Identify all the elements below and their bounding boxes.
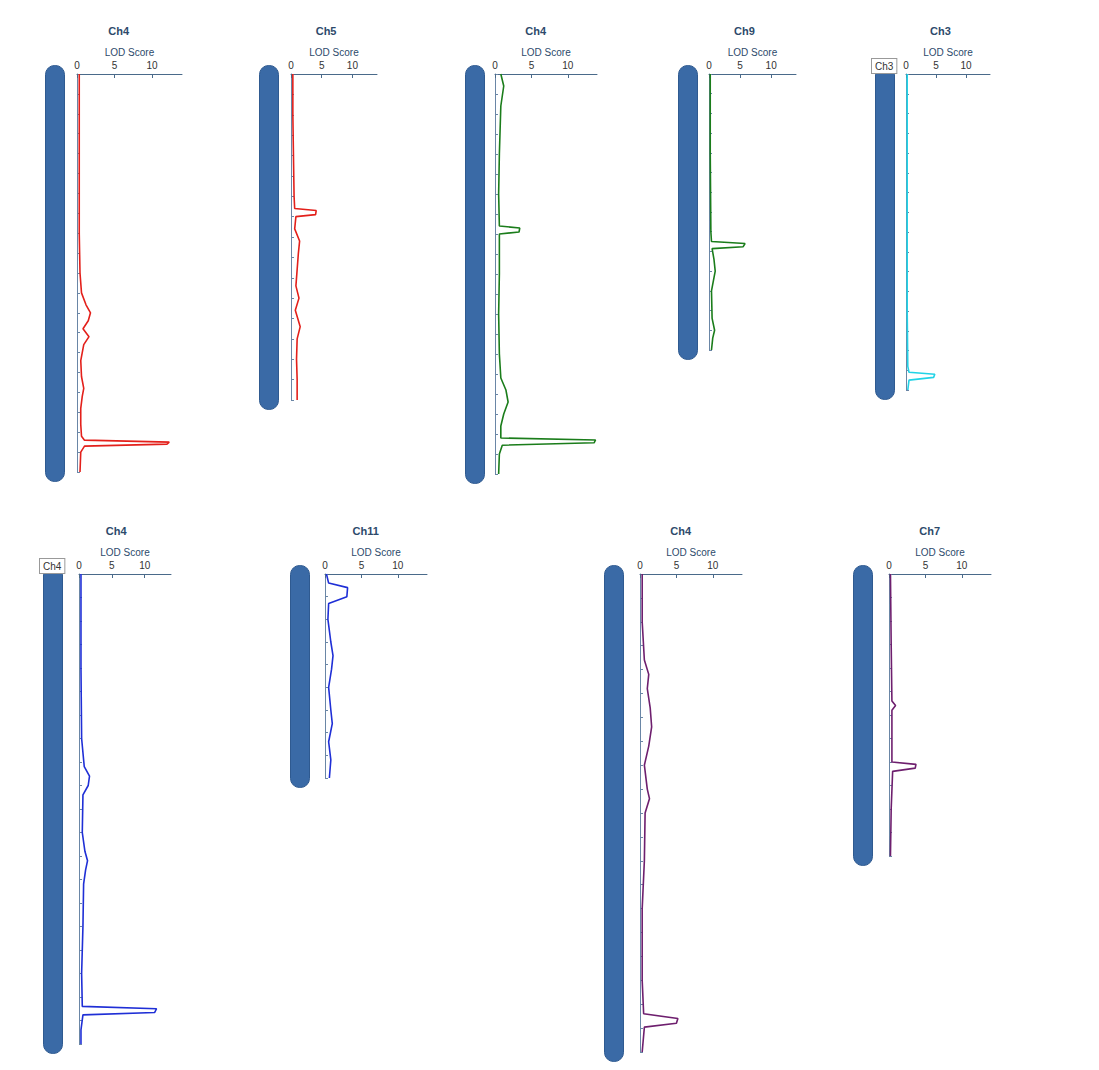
svg-text:Ch4: Ch4 [108, 25, 130, 37]
svg-text:Ch3: Ch3 [930, 25, 951, 37]
svg-text:5: 5 [109, 560, 115, 571]
svg-text:LOD Score: LOD Score [105, 47, 155, 58]
svg-text:0: 0 [637, 560, 643, 571]
svg-text:5: 5 [923, 560, 929, 571]
svg-text:LOD Score: LOD Score [351, 547, 401, 558]
svg-text:LOD Score: LOD Score [923, 47, 973, 58]
svg-text:0: 0 [288, 60, 294, 71]
svg-text:0: 0 [76, 560, 82, 571]
svg-text:5: 5 [674, 560, 680, 571]
svg-text:LOD Score: LOD Score [666, 547, 716, 558]
svg-text:LOD Score: LOD Score [100, 547, 150, 558]
svg-text:Ch11: Ch11 [353, 525, 379, 537]
svg-text:Ch4: Ch4 [525, 25, 547, 37]
svg-text:LOD Score: LOD Score [728, 47, 778, 58]
svg-text:Ch3: Ch3 [875, 61, 894, 72]
svg-text:10: 10 [347, 60, 359, 71]
svg-text:Ch5: Ch5 [316, 25, 337, 37]
svg-text:10: 10 [707, 560, 719, 571]
svg-text:5: 5 [319, 60, 325, 71]
svg-text:10: 10 [392, 560, 404, 571]
svg-text:5: 5 [359, 560, 365, 571]
svg-text:10: 10 [139, 560, 151, 571]
svg-text:0: 0 [886, 560, 892, 571]
svg-text:5: 5 [933, 60, 939, 71]
svg-text:5: 5 [112, 60, 118, 71]
svg-text:10: 10 [956, 560, 968, 571]
svg-text:0: 0 [74, 60, 80, 71]
svg-text:Ch9: Ch9 [734, 25, 755, 37]
svg-text:5: 5 [529, 60, 535, 71]
svg-text:0: 0 [903, 60, 909, 71]
svg-text:Ch4: Ch4 [106, 525, 128, 537]
svg-text:0: 0 [492, 60, 498, 71]
svg-text:10: 10 [146, 60, 158, 71]
svg-text:5: 5 [737, 60, 743, 71]
svg-text:0: 0 [706, 60, 712, 71]
svg-text:10: 10 [562, 60, 574, 71]
svg-text:LOD Score: LOD Score [915, 547, 965, 558]
svg-text:LOD Score: LOD Score [521, 47, 571, 58]
svg-text:Ch7: Ch7 [919, 525, 940, 537]
svg-text:Ch4: Ch4 [43, 561, 62, 572]
svg-text:0: 0 [322, 560, 328, 571]
svg-text:LOD Score: LOD Score [309, 47, 359, 58]
svg-text:10: 10 [766, 60, 778, 71]
svg-text:10: 10 [960, 60, 972, 71]
svg-text:Ch4: Ch4 [670, 525, 692, 537]
